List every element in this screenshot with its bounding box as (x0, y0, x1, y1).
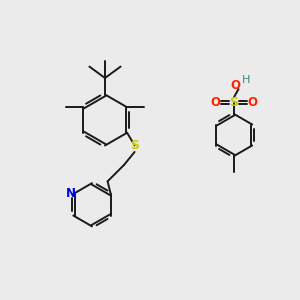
Text: O: O (230, 79, 241, 92)
Text: N: N (66, 187, 76, 200)
Text: O: O (210, 96, 220, 109)
Text: S: S (230, 96, 238, 109)
Text: H: H (242, 75, 250, 85)
Text: O: O (248, 96, 258, 109)
Text: S: S (130, 139, 139, 152)
